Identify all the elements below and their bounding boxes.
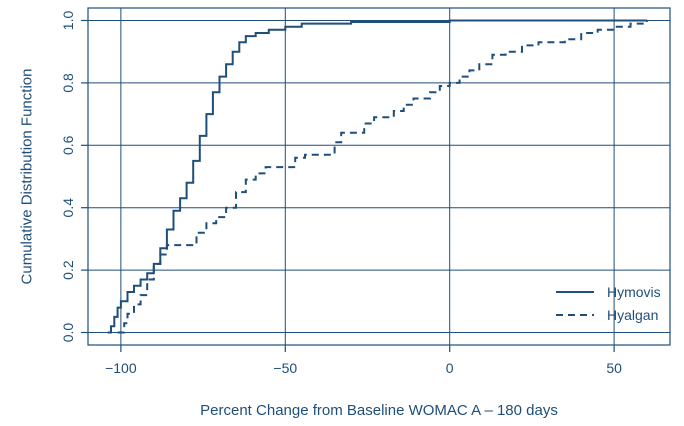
plot-frame <box>87 7 671 346</box>
x-tick-label: −100 <box>105 360 137 376</box>
y-tick-label: 1.0 <box>60 11 76 31</box>
series-line-hymovis <box>107 19 647 334</box>
legend: Hymovis Hyalgan <box>556 284 661 323</box>
y-tick-label: 0.6 <box>60 135 76 155</box>
series-lines <box>107 19 648 334</box>
y-tick-label: 0.2 <box>60 260 76 280</box>
x-axis-ticks: −100 −50 0 50 <box>105 345 622 376</box>
y-axis-label: Cumulative Distribution Function <box>19 69 36 285</box>
legend-label-hyalgan: Hyalgan <box>607 307 658 323</box>
y-tick-label: 0.4 <box>60 198 76 218</box>
grid-lines <box>88 8 670 345</box>
x-tick-label: 50 <box>606 360 622 376</box>
y-tick-label: 0.8 <box>60 73 76 93</box>
x-axis-label: Percent Change from Baseline WOMAC A – 1… <box>200 402 558 419</box>
y-tick-label: 0.0 <box>60 323 76 343</box>
y-axis-ticks: 0.0 0.2 0.4 0.6 0.8 1.0 <box>60 11 88 343</box>
x-tick-label: 0 <box>446 360 454 376</box>
series-line-hyalgan <box>117 20 648 334</box>
legend-label-hymovis: Hymovis <box>607 284 661 300</box>
x-tick-label: −50 <box>273 360 297 376</box>
